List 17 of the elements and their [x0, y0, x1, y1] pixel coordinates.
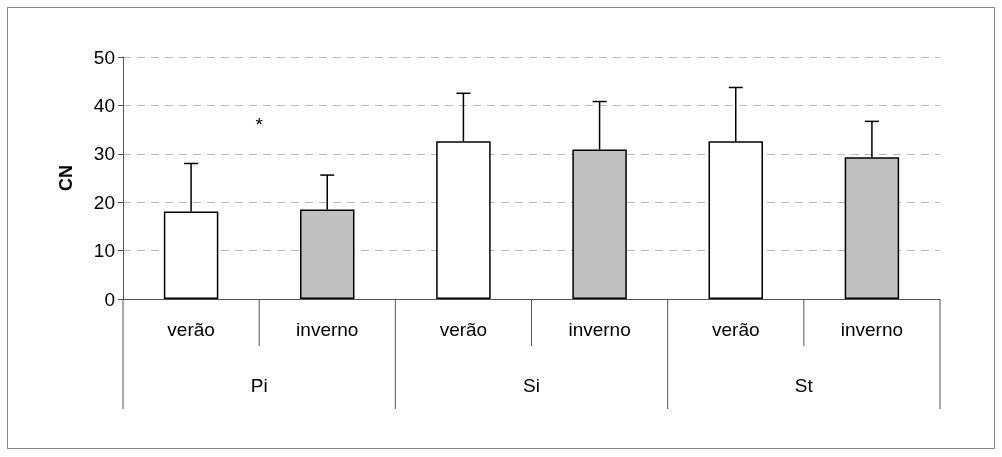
x-tick-label: inverno	[568, 319, 631, 340]
y-tick-label: 0	[104, 288, 115, 310]
x-tick-label: verão	[439, 319, 488, 340]
text: Pi	[250, 374, 268, 396]
text: St	[794, 374, 814, 396]
y-axis-title: CN	[56, 165, 76, 191]
x-tick-label: verão	[167, 319, 215, 340]
y-tick-label: 30	[93, 143, 115, 165]
x-tick-label: verão	[711, 319, 760, 340]
y-tick-label: 50	[93, 46, 115, 68]
y-tick-label: 10	[93, 240, 115, 262]
y-tick-label: 20	[93, 191, 115, 213]
y-tick-label: 40	[93, 94, 115, 116]
x-tick-label: inverno	[840, 319, 904, 340]
annotation: *	[255, 114, 264, 136]
text: Si	[523, 374, 540, 396]
x-tick-label: inverno	[296, 319, 359, 340]
